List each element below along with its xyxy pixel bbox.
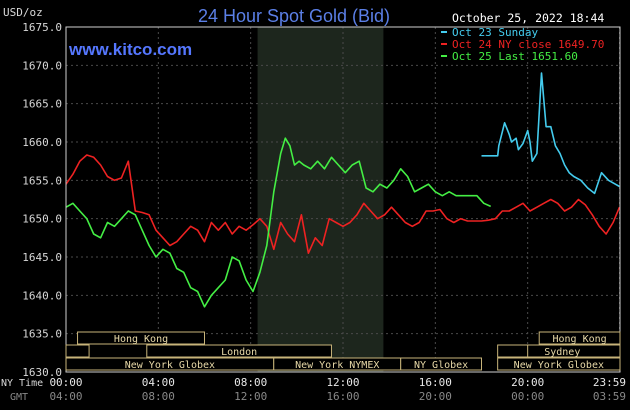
legend-entry: Oct 25 Last 1651.60 (452, 50, 578, 63)
source-watermark[interactable]: www.kitco.com (68, 40, 192, 59)
y-tick-label: 1645.0 (22, 251, 62, 264)
series-line-1 (481, 72, 620, 195)
x-tick-gmt: 04:00 (49, 390, 82, 403)
session-bar (146, 344, 332, 358)
market-sessions: Hong Kong London New York Globex New York N… (65, 331, 621, 371)
x-tick-ny: 12:00 (326, 376, 359, 389)
session-bar (497, 357, 621, 371)
y-tick-label: 1655.0 (22, 174, 62, 187)
plot-area (65, 26, 621, 373)
series-line-3 (65, 137, 492, 308)
x-tick-gmt: 03:59 (593, 390, 626, 403)
x-tick-ny: 16:00 (419, 376, 452, 389)
x-tick-gmt: 16:00 (326, 390, 359, 403)
session-label: London (221, 347, 257, 358)
legend-entry: Oct 24 NY close 1649.70 (452, 38, 604, 51)
x-tick-gmt: 12:00 (234, 390, 267, 403)
session-label: Hong Kong (553, 334, 607, 345)
y-tick-label: 1665.0 (22, 98, 62, 111)
gmt-row-label: GMT (10, 392, 28, 403)
axes: 1675.0 1670.0 1665.0 1660.0 1655.0 1650.0 1645… (22, 21, 626, 403)
session-label: NY Globex (414, 360, 468, 371)
session-bar (400, 357, 483, 371)
y-tick-label: 1675.0 (22, 21, 62, 34)
ny-time-row-label: NY Time (1, 378, 43, 389)
y-tick-label: 1660.0 (22, 136, 62, 149)
y-tick-label: 1640.0 (22, 289, 62, 302)
nymex-shaded-region (257, 27, 384, 372)
x-tick-ny: 20:00 (511, 376, 544, 389)
session-label: Hong Kong (114, 334, 168, 345)
session-bar (497, 344, 529, 358)
session-bar (538, 331, 621, 345)
plot-frame (65, 26, 621, 373)
x-tick-gmt: 08:00 (142, 390, 175, 403)
x-tick-gmt: 00:00 (511, 390, 544, 403)
y-tick-label: 1630.0 (22, 366, 62, 379)
chart-timestamp: October 25, 2022 18:44 (452, 11, 604, 25)
x-tick-ny: 23:59 (593, 376, 626, 389)
x-tick-ny: 04:00 (142, 376, 175, 389)
session-label: New York Globex (125, 360, 215, 371)
x-tick-gmt: 20:00 (419, 390, 452, 403)
y-tick-label: 1635.0 (22, 328, 62, 341)
series-line-2 (65, 154, 621, 254)
y-unit-label: USD/oz (3, 6, 43, 19)
y-tick-label: 1650.0 (22, 213, 62, 226)
session-bar (65, 344, 90, 358)
chart-title: 24 Hour Spot Gold (Bid) (198, 6, 390, 26)
x-tick-ny: 00:00 (49, 376, 82, 389)
legend-entry: Oct 23 Sunday (452, 26, 538, 39)
session-label: Sydney (544, 347, 580, 358)
session-label: New York NYMEX (295, 360, 379, 371)
session-bar (77, 331, 205, 345)
session-label: New York Globex (514, 360, 604, 371)
y-tick-label: 1670.0 (22, 59, 62, 72)
x-tick-ny: 08:00 (234, 376, 267, 389)
